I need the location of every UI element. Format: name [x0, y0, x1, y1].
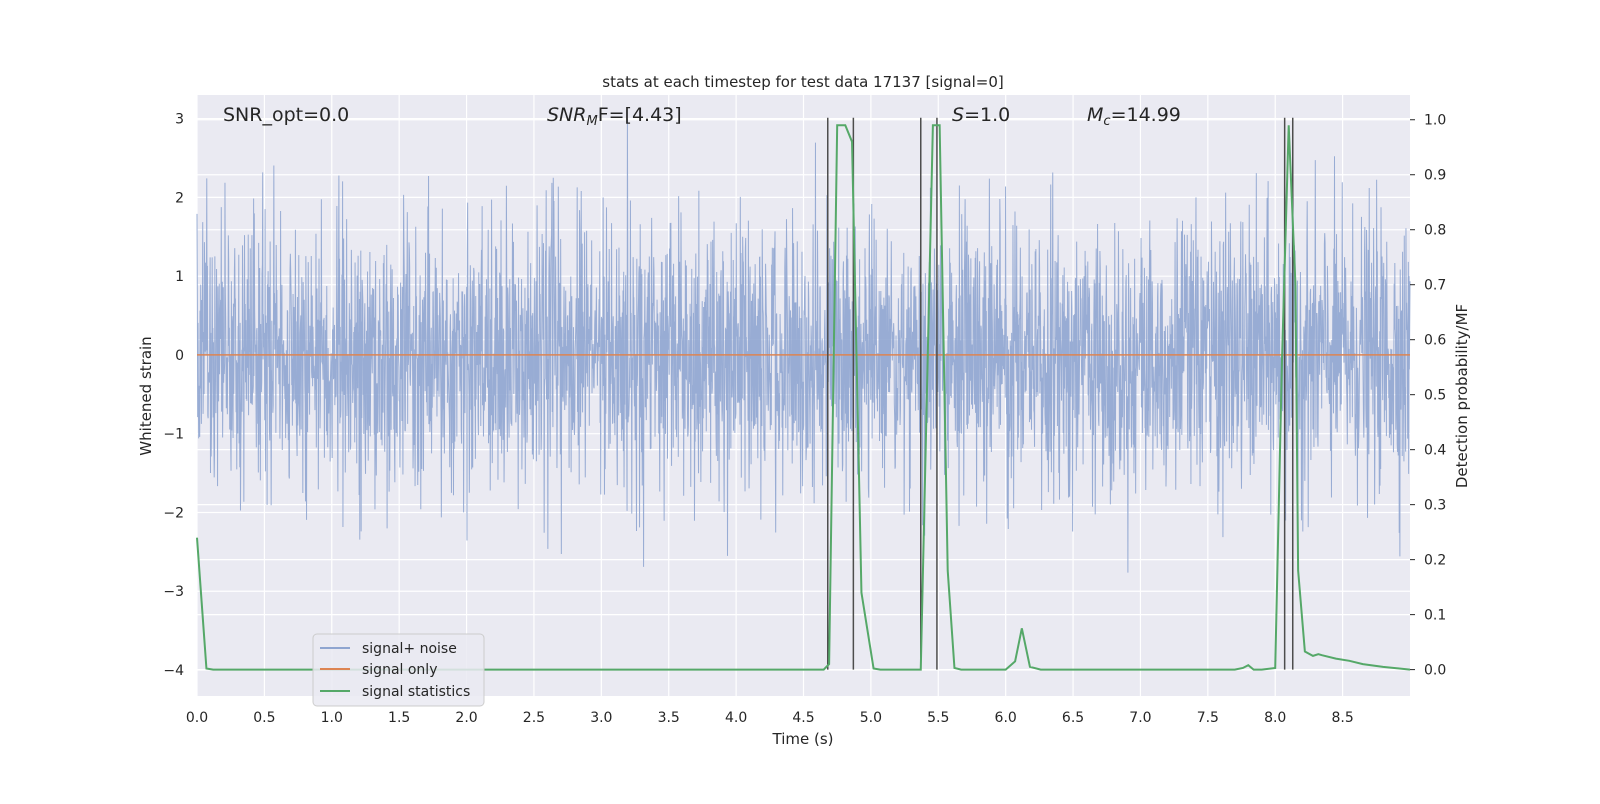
x-tick-label: 7.0: [1129, 710, 1151, 726]
annotation-mc-rest: =14.99: [1111, 104, 1181, 126]
legend-label-signal-noise: signal+ noise: [362, 641, 457, 657]
annotation-s-main: S: [952, 104, 964, 126]
x-tick-label: 6.5: [1062, 710, 1084, 726]
y-tick-label-right: 0.6: [1424, 333, 1446, 349]
y-tick-label-left: −4: [163, 663, 184, 679]
y-tick-label-right: 0.3: [1424, 498, 1446, 514]
x-tick-label: 2.5: [523, 710, 545, 726]
y-axis-label-right: Detection probability/MF: [1453, 304, 1471, 488]
y-tick-label-left: −3: [163, 584, 184, 600]
x-tick-label: 4.5: [792, 710, 814, 726]
y-tick-label-right: 0.8: [1424, 223, 1446, 239]
x-tick-label: 5.0: [860, 710, 882, 726]
y-tick-label-left: 1: [175, 269, 184, 285]
x-tick-label: 7.5: [1197, 710, 1219, 726]
y-ticks-right: 0.0 0.1 0.2 0.3 0.4 0.5 0.6 0.7 0.8 0.9 1.0: [1410, 113, 1446, 679]
y-tick-label-right: 0.5: [1424, 388, 1446, 404]
x-tick-label: 5.5: [927, 710, 949, 726]
y-tick-label-right: 0.1: [1424, 608, 1446, 624]
x-tick-label: 6.0: [995, 710, 1017, 726]
x-tick-label: 4.0: [725, 710, 747, 726]
x-tick-label: 1.5: [388, 710, 410, 726]
x-tick-label: 0.0: [186, 710, 208, 726]
y-tick-label-right: 0.0: [1424, 663, 1446, 679]
legend: signal+ noise signal only signal statist…: [312, 633, 485, 707]
y-tick-label-left: 0: [175, 348, 184, 364]
legend-label-signal-statistics: signal statistics: [362, 684, 470, 700]
x-tick-label: 0.5: [253, 710, 275, 726]
legend-label-signal-only: signal only: [362, 662, 437, 678]
y-tick-label-left: −2: [163, 505, 184, 521]
chart-title: stats at each timestep for test data 171…: [602, 73, 1003, 91]
annotation-snr-opt: SNR_opt=0.0: [223, 104, 349, 126]
series-signal-noise: [196, 118, 1411, 573]
y-axis-label-left: Whitened strain: [137, 336, 155, 455]
annotation-mc-sub: c: [1103, 114, 1110, 129]
signal-noise-line: [196, 118, 1411, 573]
x-tick-label: 8.5: [1331, 710, 1353, 726]
annotation-snr-mf: SNRMF=[4.43]: [547, 104, 682, 129]
x-ticks: 0.0 0.5 1.0 1.5 2.0 2.5 3.0 3.5 4.0 4.5 5.0 5.5 6.0 6…: [186, 710, 1354, 726]
legend-box: [312, 633, 485, 707]
y-tick-label-left: 2: [175, 190, 184, 206]
y-tick-label-right: 0.4: [1424, 443, 1446, 459]
x-tick-label: 3.5: [658, 710, 680, 726]
annotation-s-rest: =1.0: [964, 104, 1010, 126]
annotation-mc: Mc=14.99: [1087, 104, 1181, 129]
y-tick-label-right: 0.7: [1424, 278, 1446, 294]
y-tick-label-right: 0.9: [1424, 168, 1446, 184]
y-tick-label-right: 0.2: [1424, 553, 1446, 569]
y-ticks-left: −4 −3 −2 −1 0 1 2 3: [163, 112, 184, 679]
x-tick-label: 8.0: [1264, 710, 1286, 726]
y-tick-label-right: 1.0: [1424, 113, 1446, 129]
signal-statistics-line: [196, 124, 1411, 671]
annotation-snr-mf-main: SNR: [547, 104, 586, 126]
vertical-markers: [827, 117, 1294, 670]
x-tick-label: 3.0: [590, 710, 612, 726]
series-signal-statistics: [196, 124, 1411, 671]
annotation-s: S=1.0: [952, 104, 1010, 126]
x-tick-label: 1.0: [321, 710, 343, 726]
y-tick-label-left: −1: [163, 427, 184, 443]
x-axis-label: Time (s): [772, 730, 834, 748]
annotation-snr-mf-rest: F=[4.43]: [598, 104, 682, 126]
y-tick-label-left: 3: [175, 112, 184, 128]
annotation-mc-main: M: [1087, 104, 1103, 126]
x-tick-label: 2.0: [455, 710, 477, 726]
annotation-snr-mf-sub: M: [586, 114, 597, 129]
